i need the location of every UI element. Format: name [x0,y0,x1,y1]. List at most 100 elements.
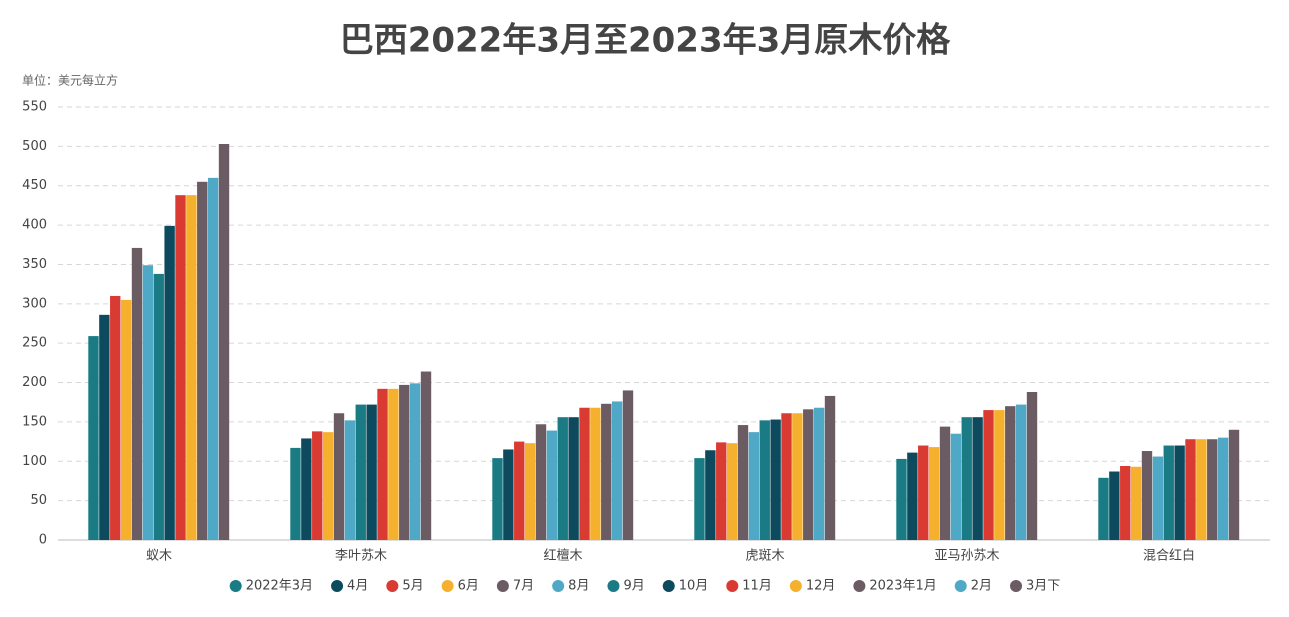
bar [1120,465,1131,540]
bar [388,388,399,540]
y-tick-label: 350 [22,257,47,272]
bar [1109,471,1120,540]
bar [748,432,760,540]
bar [705,450,716,540]
bar [694,458,705,540]
bar [961,417,972,540]
y-tick-label: 150 [22,414,47,429]
y-tick-label: 200 [22,375,47,390]
legend-label: 2023年1月 [869,579,936,594]
legend-label: 5月 [402,579,423,594]
bar [333,413,345,540]
bar [88,336,99,540]
bar [1005,406,1016,540]
bar [716,442,727,540]
bar [1130,466,1142,540]
x-tick-label: 蚁木 [146,549,172,564]
chart-title: 巴西2022年3月至2023年3月原木价格 [340,21,952,61]
y-tick-label: 450 [22,178,47,193]
bar [186,195,197,540]
y-tick-label: 0 [39,533,47,548]
x-tick-label: 亚马孙苏木 [934,548,999,564]
bar [1207,439,1218,540]
y-tick-label: 500 [22,139,47,154]
legend-marker [229,580,242,592]
bar [918,445,929,540]
bar [164,225,175,541]
bar [1196,439,1207,540]
y-tick-label: 50 [30,493,47,508]
bar [813,407,825,540]
bar [1015,404,1027,540]
bar [1185,439,1196,540]
bar [492,458,503,540]
bar [366,404,377,540]
bar [1026,391,1038,540]
bar [601,403,612,540]
bar [514,441,525,540]
legend-marker [853,580,866,592]
bar [792,413,803,540]
bar [907,452,918,540]
legend-marker [789,580,802,592]
legend-label: 2月 [971,579,992,594]
bar [197,181,208,541]
bar [557,417,568,540]
bar [290,447,301,540]
bar [590,407,601,540]
x-tick-label: 李叶苏木 [335,548,387,564]
y-tick-label: 400 [22,218,47,233]
bar [120,299,132,540]
legend-marker [441,580,454,592]
bar [301,438,312,540]
y-tick-label: 100 [22,454,47,469]
bar [1141,451,1153,540]
bar [535,424,547,540]
bar [896,458,907,540]
bar [939,426,951,540]
bar [110,295,121,540]
bar [824,395,836,540]
legend-marker [1010,580,1023,592]
bar [546,430,558,540]
legend-label: 9月 [623,579,644,594]
bar [611,401,623,540]
bar [153,273,164,540]
legend-marker [552,580,565,592]
legend-label: 3月下 [1026,579,1060,594]
legend-label: 10月 [679,579,709,594]
bar [420,371,432,540]
bar [737,425,749,540]
bar [207,177,219,540]
bar [726,443,738,540]
bar [928,447,940,540]
legend-label: 7月 [513,579,534,594]
bar [399,384,410,540]
legend-marker [954,580,967,592]
bar [568,417,579,540]
bar [622,390,634,540]
legend-marker [331,580,344,592]
bar [409,383,421,540]
bar [803,409,814,540]
x-tick-label: 虎斑木 [745,549,784,564]
y-axis-label: 单位：美元每立方 [22,73,118,88]
bar [1098,477,1109,540]
legend-label: 11月 [742,579,772,594]
legend-marker [607,580,620,592]
y-tick-label: 550 [22,100,47,115]
y-tick-label: 300 [22,296,47,311]
bar [355,404,366,540]
bar [142,265,154,540]
bar [1228,429,1240,540]
bar [983,410,994,540]
legend-marker [496,580,509,592]
bar [218,144,230,540]
legend-label: 8月 [568,579,589,594]
legend-label: 2022年3月 [246,579,313,594]
legend-label: 4月 [347,579,368,594]
bar [759,420,770,540]
bar [344,420,356,540]
legend-marker [386,580,399,592]
bar [1217,437,1229,540]
